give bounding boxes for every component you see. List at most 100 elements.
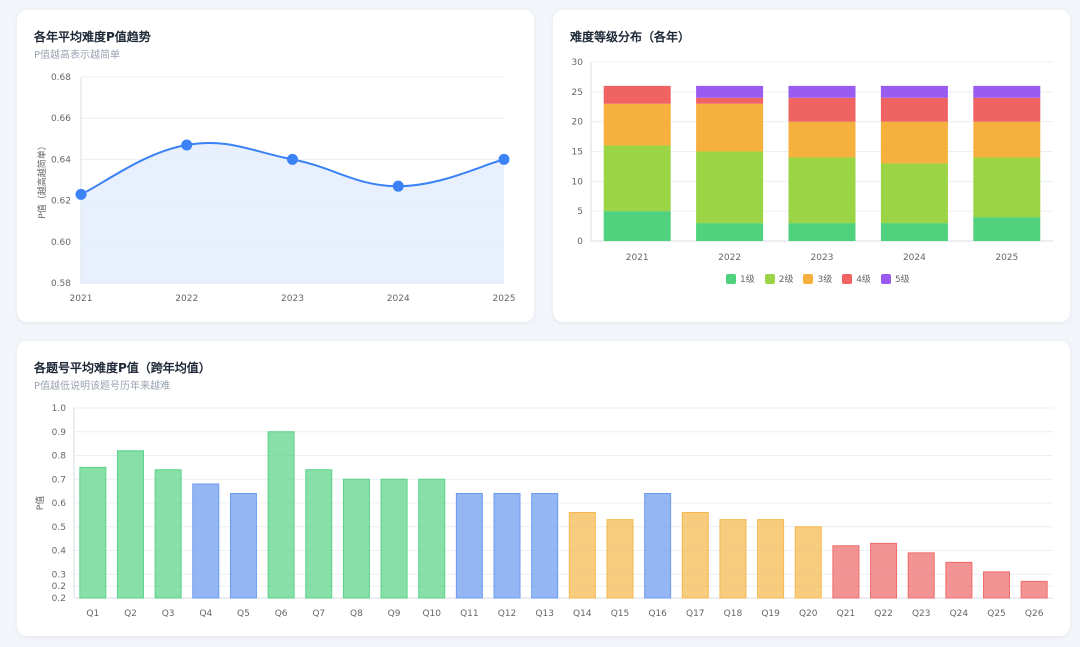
x-tick-label: Q1 [86, 609, 99, 619]
x-tick-label: Q16 [648, 609, 667, 619]
y-tick-label: 0.9 [52, 428, 67, 438]
legend-label: 3级 [817, 275, 833, 285]
x-tick-label: Q21 [837, 609, 856, 619]
x-tick-label: 2024 [903, 253, 926, 263]
y-tick-label: 0.7 [52, 475, 66, 485]
legend-swatch [842, 273, 853, 284]
trend-point [181, 139, 193, 151]
x-tick-label: 2023 [281, 294, 304, 304]
legend-label: 1级 [740, 275, 755, 285]
x-tick-label: Q25 [987, 609, 1006, 619]
y-tick-label: 0.4 [52, 547, 67, 557]
question-bar [380, 478, 408, 599]
question-bar [568, 512, 596, 599]
stack-segment [788, 97, 856, 122]
y-tick-label: 0.64 [51, 155, 71, 165]
x-tick-label: Q9 [388, 609, 401, 619]
question-bar [719, 519, 747, 599]
y-tick-label: 0.2 [52, 582, 66, 592]
x-tick-label: Q7 [312, 609, 325, 619]
question-bar [983, 571, 1011, 599]
x-tick-label: 2024 [387, 294, 410, 304]
question-subtitle: P值越低说明该题号历年来越难 [34, 381, 171, 392]
y-tick-label: 0.68 [51, 73, 71, 83]
question-bar [1020, 580, 1048, 599]
y-tick-label: 0.62 [51, 197, 71, 207]
question-bar [644, 493, 672, 599]
question-card: 各题号平均难度P值（跨年均值） P值越低说明该题号历年来越难 0.2 0.2 0.3… [17, 341, 1070, 636]
x-tick-label: 2021 [626, 253, 649, 263]
question-bar [267, 431, 295, 599]
x-tick-label: Q24 [950, 609, 969, 619]
question-bar [832, 545, 860, 599]
x-tick-label: Q4 [199, 609, 212, 619]
stack-segment [603, 85, 671, 104]
question-bar [192, 483, 220, 599]
distribution-card: 难度等级分布（各年） 0 5 10 15 20 25 30 2021 2022 2023 2024 2… [553, 10, 1070, 322]
stack-segment [788, 223, 856, 241]
legend-swatch [803, 273, 814, 284]
x-tick-label: Q22 [874, 609, 893, 619]
y-tick-label: 0.66 [51, 114, 71, 124]
x-tick-label: 2023 [811, 253, 834, 263]
x-tick-label: 2025 [493, 294, 516, 304]
stack-segment [973, 157, 1041, 218]
question-bar [418, 478, 446, 599]
question-bar [794, 526, 822, 599]
question-bar [305, 469, 333, 599]
x-tick-label: Q26 [1025, 609, 1044, 619]
y-tick-label: 0.3 [52, 570, 66, 580]
x-tick-label: Q15 [611, 609, 630, 619]
x-tick-label: 2025 [995, 253, 1018, 263]
stack-segment [973, 97, 1041, 122]
question-bar [455, 493, 483, 599]
question-bar [493, 493, 521, 599]
legend-item[interactable]: 3级 [803, 272, 832, 285]
legend-item[interactable]: 1级 [726, 272, 755, 285]
stack-segment [788, 121, 856, 158]
legend-swatch [764, 273, 775, 284]
trend-subtitle: P值越高表示越简单 [34, 50, 121, 61]
stack-segment [788, 157, 856, 224]
y-tick-label: 10 [572, 177, 584, 187]
x-tick-label: Q14 [573, 609, 592, 619]
y-tick-label: 30 [572, 58, 584, 68]
legend-swatch [726, 273, 736, 284]
x-tick-label: Q19 [761, 609, 780, 619]
legend-item[interactable]: 4级 [842, 272, 871, 285]
trend-title: 各年平均难度P值趋势 [34, 30, 151, 44]
question-bar [342, 478, 370, 599]
legend-label: 2级 [778, 275, 794, 285]
legend-item[interactable]: 2级 [764, 272, 794, 285]
x-tick-label: Q20 [799, 609, 818, 619]
stack-segment [696, 103, 764, 152]
trend-line-chart: 0.58 0.60 0.62 0.64 0.66 0.68 2021 2022 2023 2024… [36, 73, 516, 304]
x-tick-label: Q8 [350, 609, 363, 619]
stack-segment [788, 85, 856, 98]
legend-item[interactable]: 5级 [880, 272, 910, 285]
legend-label: 5级 [894, 275, 910, 285]
trend-point [392, 180, 404, 192]
x-tick-label: Q23 [912, 609, 931, 619]
stack-segment [973, 85, 1041, 98]
x-tick-label: Q6 [275, 609, 288, 619]
x-tick-label: Q10 [422, 609, 441, 619]
y-tick-label: 5 [577, 207, 583, 217]
y-tick-label: 0.58 [51, 279, 71, 289]
question-bar [116, 450, 144, 599]
trend-card: 各年平均难度P值趋势 P值越高表示越简单 0.58 0.60 0.62 0.64 0.6… [17, 10, 534, 322]
trend-point [498, 153, 510, 165]
question-title: 各题号平均难度P值（跨年均值） [34, 361, 211, 375]
x-tick-label: 2021 [70, 294, 93, 304]
stack-segment [603, 211, 671, 241]
stack-segment [973, 121, 1041, 158]
x-tick-label: Q11 [460, 609, 479, 619]
x-tick-label: 2022 [175, 294, 198, 304]
question-bar [870, 542, 898, 599]
y-tick-label: 15 [572, 148, 583, 158]
y-tick-label: 0.2 [52, 594, 66, 604]
question-bar [757, 519, 785, 599]
stack-segment [696, 85, 764, 98]
stack-segment [696, 223, 764, 241]
x-tick-label: 2022 [718, 253, 741, 263]
